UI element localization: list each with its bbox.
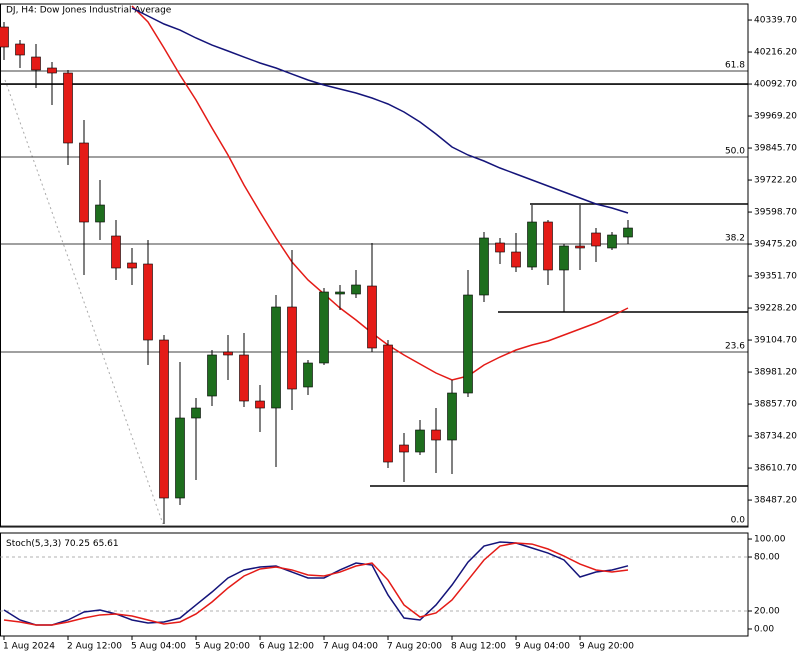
x-tick-label: 7 Aug 20:00 <box>387 642 442 652</box>
candle-body <box>335 291 345 295</box>
indicator-line <box>3 542 629 626</box>
y-tick-label: 100.00 <box>754 535 786 545</box>
candle-body <box>159 339 169 499</box>
indicator-line <box>3 541 629 626</box>
x-tick-label: 8 Aug 12:00 <box>451 642 506 652</box>
candle-body <box>127 262 137 269</box>
y-tick-label: 39351.70 <box>754 272 797 282</box>
y-tick-label: 80.00 <box>754 553 780 563</box>
candle-body <box>175 417 185 499</box>
candle-body <box>47 67 57 74</box>
x-tick-label: 2 Aug 12:00 <box>67 642 122 652</box>
candle-body <box>191 407 201 419</box>
candle-body <box>15 43 25 56</box>
indicator-line <box>131 7 629 214</box>
candle-body <box>319 291 329 364</box>
y-tick-label: 40216.20 <box>754 48 797 58</box>
candle-body <box>223 351 233 356</box>
y-tick-label: 0.00 <box>754 624 774 634</box>
candle-body <box>383 344 393 463</box>
x-tick-label: 9 Aug 04:00 <box>515 642 570 652</box>
panel-frame <box>0 3 749 528</box>
y-tick-label: 39845.70 <box>754 144 797 154</box>
y-tick-label: 38610.70 <box>754 464 797 474</box>
candle-body <box>623 227 633 238</box>
y-tick-label: 38857.70 <box>754 400 797 410</box>
x-tick-label: 5 Aug 04:00 <box>131 642 186 652</box>
y-tick-label: 38487.20 <box>754 496 797 506</box>
candle-body <box>415 429 425 453</box>
candle-body <box>447 392 457 441</box>
candle-body <box>543 221 553 271</box>
candle-body <box>303 362 313 388</box>
fib-trend <box>4 79 164 525</box>
y-tick-label: 39104.70 <box>754 336 797 346</box>
candle-body <box>431 429 441 441</box>
indicator-line <box>131 5 629 381</box>
candle-body <box>239 354 249 402</box>
panel-frame <box>0 532 749 637</box>
y-tick-label: 38981.20 <box>754 368 797 378</box>
candle-body <box>463 294 473 394</box>
y-tick-label: 39969.20 <box>754 112 797 122</box>
fib-label: 0.0 <box>731 515 746 525</box>
x-tick-label: 5 Aug 20:00 <box>195 642 250 652</box>
x-tick-label: 7 Aug 04:00 <box>323 642 378 652</box>
candle-body <box>31 56 41 71</box>
fib-label: 23.6 <box>725 342 745 352</box>
candle-body <box>591 232 601 247</box>
fib-label: 61.8 <box>725 61 745 71</box>
candle-body <box>607 234 617 249</box>
y-tick-label: 40339.70 <box>754 16 797 26</box>
fib-label: 50.0 <box>725 147 745 157</box>
indicator-title: Stoch(5,3,3) <box>6 539 61 549</box>
y-tick-label: 39228.20 <box>754 304 797 314</box>
y-tick-label: 39598.70 <box>754 208 797 218</box>
chart-title: DJ, H4: Dow Jones Industrial Average <box>6 6 172 16</box>
candle-body <box>367 285 377 349</box>
y-tick-label: 40092.70 <box>754 80 797 90</box>
candle-body <box>111 235 121 269</box>
candle-body <box>287 306 297 390</box>
candle-body <box>255 400 265 409</box>
candle-body <box>399 444 409 453</box>
candle-body <box>63 72 73 144</box>
x-tick-label: 9 Aug 20:00 <box>579 642 634 652</box>
candle-body <box>575 245 585 249</box>
candle-body <box>207 354 217 397</box>
candle-body <box>79 142 89 223</box>
candle-body <box>495 242 505 253</box>
indicator-main: 70.25 <box>64 539 90 549</box>
x-tick-label: 1 Aug 2024 <box>3 642 55 652</box>
y-tick-label: 20.00 <box>754 606 780 616</box>
y-tick-label: 38734.20 <box>754 432 797 442</box>
candle-body <box>351 284 361 295</box>
indicator-label: Stoch(5,3,3) 70.25 65.61 <box>6 539 119 549</box>
candle-body <box>143 263 153 341</box>
candle-body <box>271 306 281 409</box>
fib-label: 38.2 <box>725 234 745 244</box>
x-tick-label: 6 Aug 12:00 <box>259 642 314 652</box>
candle-body <box>527 221 537 268</box>
y-tick-label: 39475.20 <box>754 240 797 250</box>
candle-body <box>95 204 105 223</box>
candle-body <box>511 251 521 268</box>
candle-body <box>559 245 569 271</box>
y-tick-label: 39722.20 <box>754 176 797 186</box>
candle-body <box>479 237 489 296</box>
candle-body <box>0 26 9 48</box>
indicator-signal: 65.61 <box>93 539 119 549</box>
